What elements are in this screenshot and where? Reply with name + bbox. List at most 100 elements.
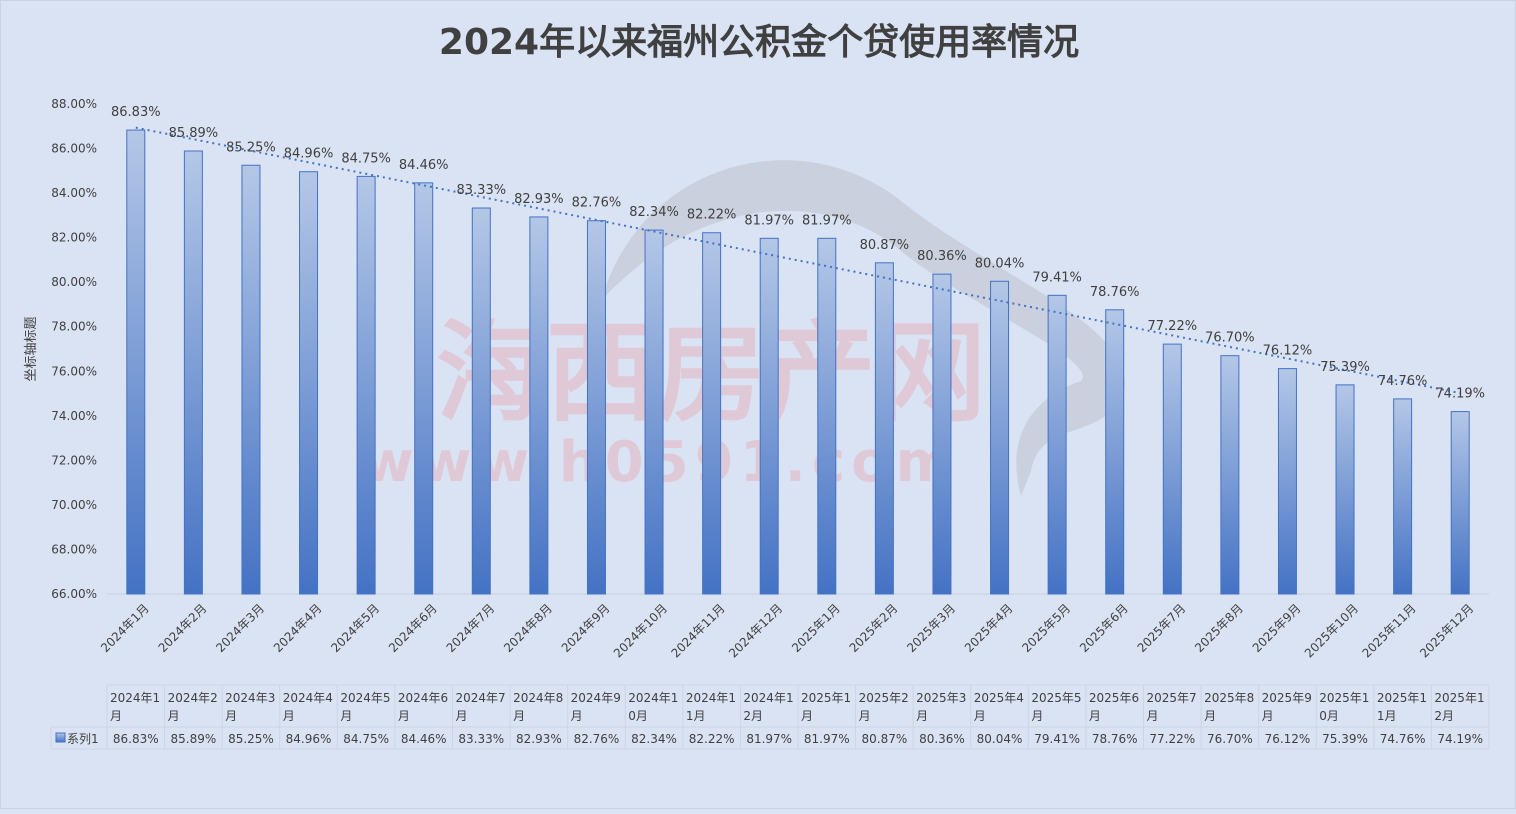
bar	[241, 164, 261, 595]
table-header: 2025年7	[1147, 691, 1197, 705]
table-header: 月	[398, 709, 410, 723]
table-header: 月	[225, 709, 237, 723]
bar	[414, 182, 434, 595]
x-tick-label: 2024年6月	[386, 601, 440, 655]
bar	[990, 280, 1010, 595]
table-header: 2025年5	[1031, 691, 1081, 705]
data-label: 80.87%	[860, 238, 910, 253]
table-header: 月	[1089, 709, 1101, 723]
table-header: 月	[974, 709, 986, 723]
data-label: 82.76%	[572, 196, 622, 211]
y-tick-label: 74.00%	[51, 409, 97, 423]
y-tick-label: 88.00%	[51, 97, 97, 111]
data-label: 76.70%	[1205, 331, 1255, 346]
bar	[1220, 355, 1240, 595]
table-header: 月	[1262, 709, 1274, 723]
y-axis-title: 坐标轴标题	[24, 316, 39, 381]
data-label: 82.34%	[629, 205, 679, 220]
table-header: 2024年2	[168, 691, 218, 705]
table-cell: 75.39%	[1322, 732, 1368, 746]
bar	[874, 262, 894, 595]
data-label: 76.12%	[1263, 344, 1313, 359]
table-cell: 76.12%	[1265, 732, 1311, 746]
data-label: 80.36%	[917, 249, 967, 264]
bar	[586, 220, 606, 595]
table-header: 2025年3	[916, 691, 966, 705]
table-header: 2024年6	[398, 691, 448, 705]
table-header: 2024年1	[686, 691, 736, 705]
data-label: 84.96%	[284, 147, 334, 162]
x-tick-label: 2024年12月	[726, 601, 785, 660]
table-cell: 79.41%	[1034, 732, 1080, 746]
table-header: 0月	[1319, 709, 1339, 723]
table-header: 2024年1	[743, 691, 793, 705]
x-tick-label: 2024年5月	[328, 601, 382, 655]
x-tick-label: 2024年10月	[611, 601, 670, 660]
table-cell: 74.76%	[1380, 732, 1426, 746]
table-header: 月	[168, 709, 180, 723]
x-tick-label: 2024年7月	[444, 601, 498, 655]
table-cell: 82.22%	[689, 732, 735, 746]
table-header: 2024年5	[340, 691, 390, 705]
table-header: 2025年1	[1434, 691, 1484, 705]
table-header: 2025年8	[1204, 691, 1254, 705]
bar	[471, 207, 491, 595]
bar	[1047, 294, 1067, 595]
data-label: 78.76%	[1090, 285, 1140, 300]
table-header: 2025年2	[859, 691, 909, 705]
data-label: 74.19%	[1435, 387, 1485, 402]
table-header: 2月	[1434, 709, 1454, 723]
x-tick-label: 2025年11月	[1359, 601, 1418, 660]
table-cell: 85.89%	[170, 732, 216, 746]
table-header: 2024年4	[283, 691, 333, 705]
bar	[529, 216, 549, 595]
y-tick-label: 72.00%	[51, 453, 97, 467]
table-header: 1月	[686, 709, 706, 723]
table-cell: 81.97%	[746, 732, 792, 746]
table-header: 2024年8	[513, 691, 563, 705]
x-tick-label: 2025年12月	[1417, 601, 1476, 660]
bar	[299, 171, 319, 595]
table-header: 2025年4	[974, 691, 1024, 705]
x-tick-label: 2025年6月	[1077, 601, 1131, 655]
data-label: 74.76%	[1378, 374, 1428, 389]
table-header: 月	[801, 709, 813, 723]
table-cell: 84.75%	[343, 732, 389, 746]
bar	[126, 129, 146, 595]
bar	[1393, 398, 1413, 595]
bar	[356, 175, 376, 595]
data-label: 81.97%	[802, 213, 852, 228]
table-cell: 82.76%	[574, 732, 620, 746]
x-tick-label: 2025年3月	[904, 601, 958, 655]
y-tick-label: 86.00%	[51, 142, 97, 156]
table-header: 2月	[743, 709, 763, 723]
table-header: 月	[340, 709, 352, 723]
x-tick-label: 2025年8月	[1192, 601, 1246, 655]
x-tick-label: 2024年11月	[668, 601, 727, 660]
table-cell: 84.46%	[401, 732, 447, 746]
x-tick-label: 2024年4月	[271, 601, 325, 655]
table-header: 2025年1	[1377, 691, 1427, 705]
table-cell: 84.96%	[286, 732, 332, 746]
data-label: 79.41%	[1032, 270, 1082, 285]
bar	[1335, 384, 1355, 595]
x-tick-label: 2025年7月	[1135, 601, 1189, 655]
legend-key	[55, 732, 66, 743]
x-tick-label: 2025年5月	[1019, 601, 1073, 655]
x-tick-label: 2025年9月	[1250, 601, 1304, 655]
y-tick-label: 84.00%	[51, 186, 97, 200]
data-label: 75.39%	[1320, 360, 1370, 375]
y-tick-label: 76.00%	[51, 364, 97, 378]
bar	[1105, 309, 1125, 595]
data-label: 85.89%	[169, 126, 219, 141]
chart-title: 2024年以来福州公积金个贷使用率情况	[439, 21, 1079, 63]
table-header: 0月	[628, 709, 648, 723]
y-tick-label: 66.00%	[51, 587, 97, 601]
y-tick-label: 68.00%	[51, 542, 97, 556]
x-tick-label: 2024年2月	[156, 601, 210, 655]
x-tick-label: 2025年1月	[789, 601, 843, 655]
table-cell: 83.33%	[458, 732, 504, 746]
table-header: 月	[283, 709, 295, 723]
